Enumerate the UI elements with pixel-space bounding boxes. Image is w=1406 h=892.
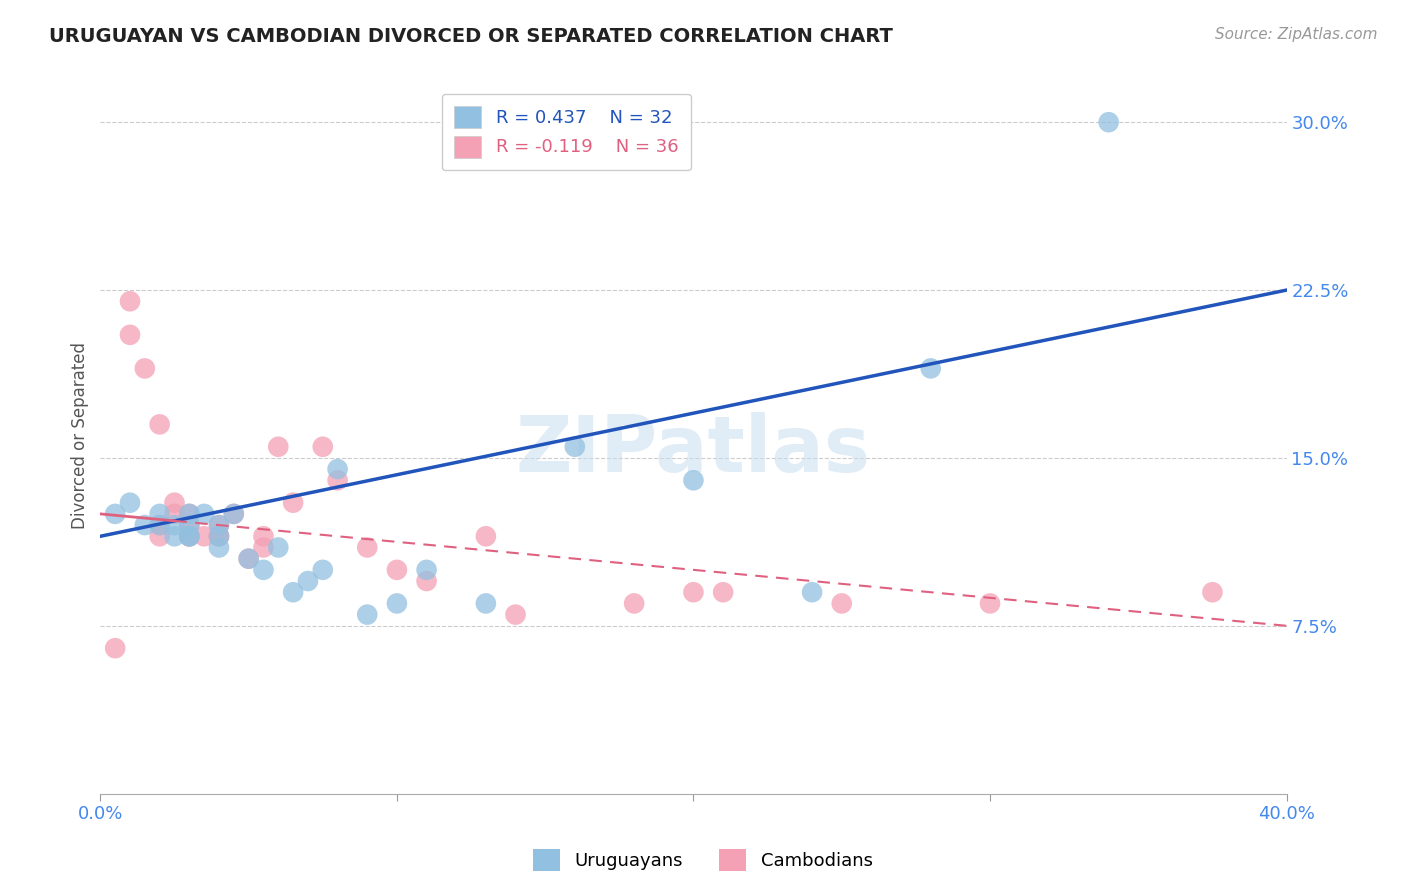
Point bbox=[179, 507, 201, 521]
Point bbox=[193, 529, 215, 543]
Point bbox=[193, 507, 215, 521]
Point bbox=[682, 473, 704, 487]
Point bbox=[222, 507, 245, 521]
Point bbox=[238, 551, 260, 566]
Point bbox=[267, 541, 290, 555]
Point bbox=[118, 327, 141, 342]
Point bbox=[222, 507, 245, 521]
Point bbox=[149, 507, 172, 521]
Point bbox=[326, 473, 349, 487]
Point bbox=[208, 529, 231, 543]
Point bbox=[252, 563, 274, 577]
Point bbox=[475, 529, 498, 543]
Point bbox=[179, 507, 201, 521]
Point bbox=[179, 518, 201, 533]
Point bbox=[149, 518, 172, 533]
Point bbox=[281, 496, 304, 510]
Point bbox=[505, 607, 527, 622]
Point bbox=[385, 596, 408, 610]
Point bbox=[149, 417, 172, 432]
Point bbox=[415, 574, 437, 588]
Point bbox=[312, 563, 335, 577]
Point bbox=[104, 641, 127, 656]
Point bbox=[801, 585, 824, 599]
Point bbox=[564, 440, 586, 454]
Point bbox=[326, 462, 349, 476]
Point bbox=[163, 529, 186, 543]
Point bbox=[179, 529, 201, 543]
Point bbox=[415, 563, 437, 577]
Point bbox=[149, 518, 172, 533]
Point bbox=[208, 529, 231, 543]
Point bbox=[385, 563, 408, 577]
Point bbox=[267, 440, 290, 454]
Y-axis label: Divorced or Separated: Divorced or Separated bbox=[72, 342, 89, 529]
Point bbox=[297, 574, 319, 588]
Point bbox=[252, 529, 274, 543]
Legend: Uruguayans, Cambodians: Uruguayans, Cambodians bbox=[526, 842, 880, 879]
Point bbox=[149, 529, 172, 543]
Point bbox=[208, 541, 231, 555]
Point bbox=[104, 507, 127, 521]
Point bbox=[179, 529, 201, 543]
Point bbox=[711, 585, 734, 599]
Point bbox=[179, 529, 201, 543]
Point bbox=[623, 596, 645, 610]
Point bbox=[475, 596, 498, 610]
Point bbox=[134, 361, 156, 376]
Text: Source: ZipAtlas.com: Source: ZipAtlas.com bbox=[1215, 27, 1378, 42]
Point bbox=[118, 294, 141, 309]
Point bbox=[208, 518, 231, 533]
Point bbox=[312, 440, 335, 454]
Point bbox=[1098, 115, 1121, 129]
Text: URUGUAYAN VS CAMBODIAN DIVORCED OR SEPARATED CORRELATION CHART: URUGUAYAN VS CAMBODIAN DIVORCED OR SEPAR… bbox=[49, 27, 893, 45]
Point bbox=[163, 496, 186, 510]
Point bbox=[134, 518, 156, 533]
Point bbox=[281, 585, 304, 599]
Point bbox=[831, 596, 853, 610]
Point bbox=[238, 551, 260, 566]
Point bbox=[1201, 585, 1223, 599]
Text: ZIPatlas: ZIPatlas bbox=[516, 412, 870, 488]
Point bbox=[682, 585, 704, 599]
Point bbox=[179, 529, 201, 543]
Legend: R = 0.437    N = 32, R = -0.119    N = 36: R = 0.437 N = 32, R = -0.119 N = 36 bbox=[441, 94, 690, 170]
Point bbox=[208, 529, 231, 543]
Point bbox=[208, 518, 231, 533]
Point bbox=[920, 361, 942, 376]
Point bbox=[118, 496, 141, 510]
Point bbox=[979, 596, 1001, 610]
Point bbox=[252, 541, 274, 555]
Point bbox=[163, 518, 186, 533]
Point bbox=[163, 507, 186, 521]
Point bbox=[356, 541, 378, 555]
Point bbox=[179, 518, 201, 533]
Point bbox=[356, 607, 378, 622]
